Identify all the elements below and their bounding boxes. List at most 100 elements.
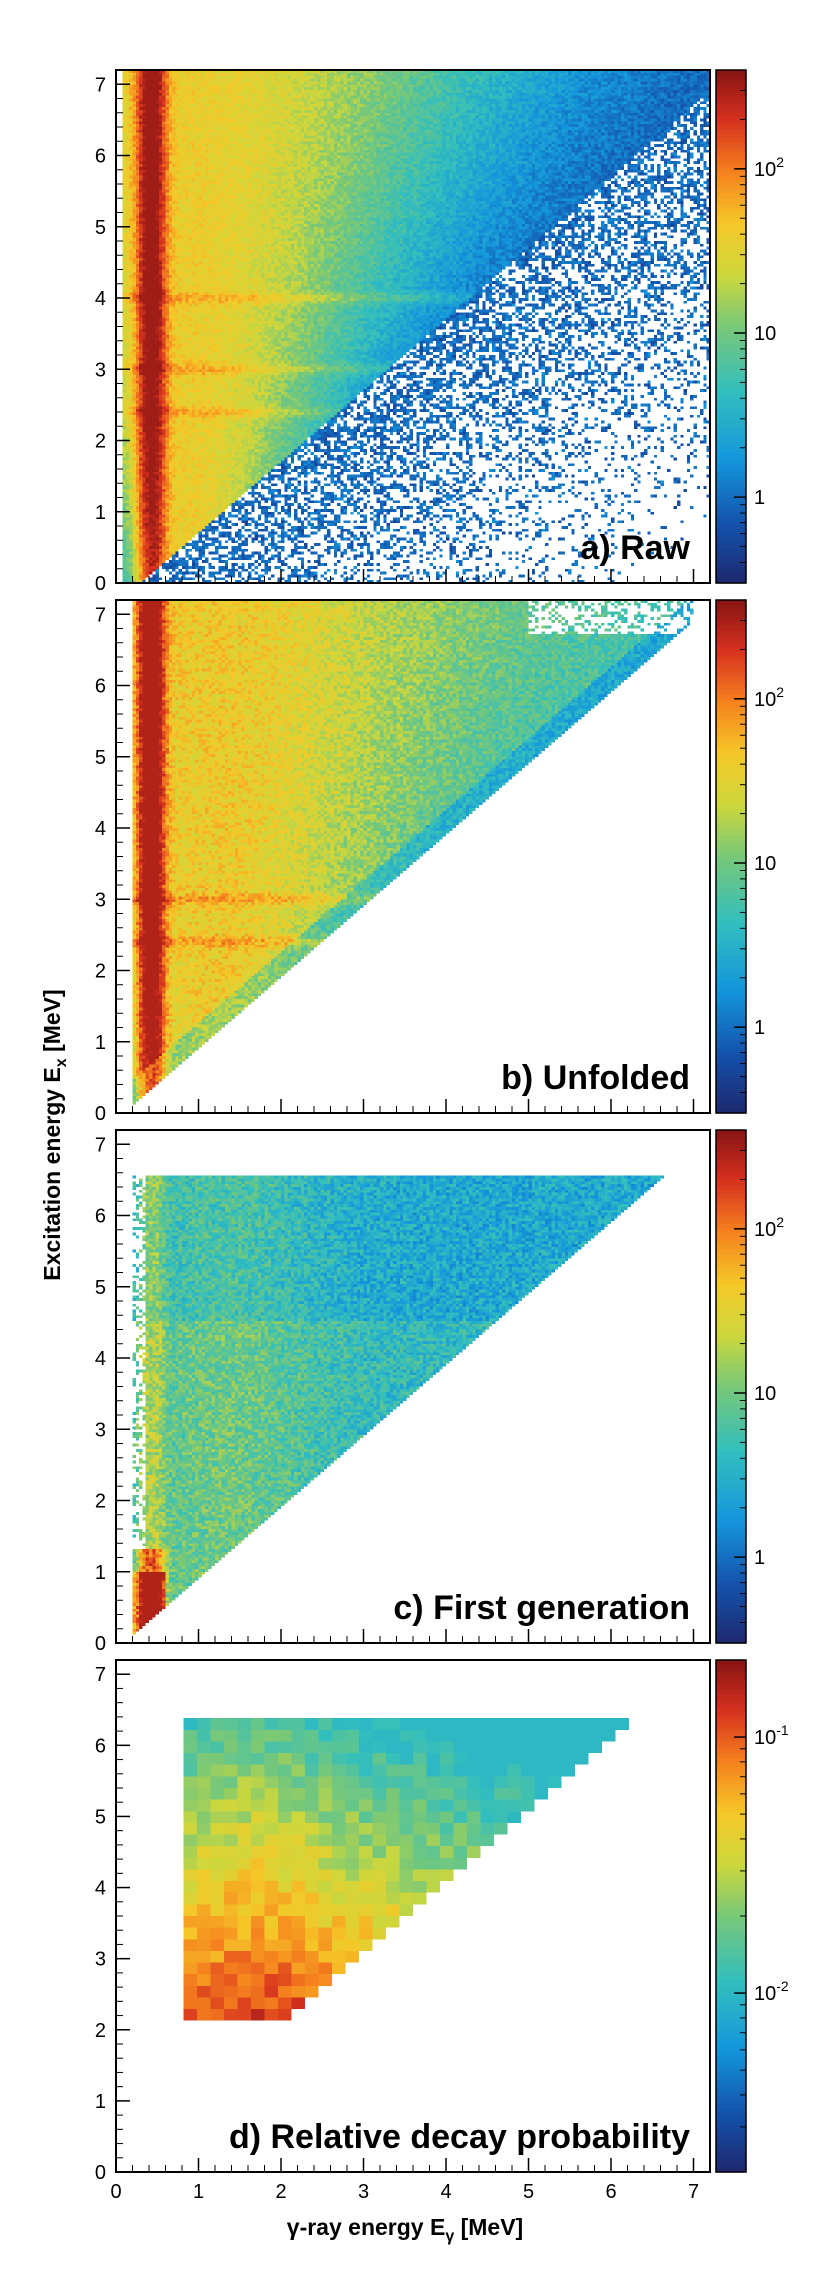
colorbar-cell — [716, 1728, 746, 1734]
colorbar-cell — [716, 1536, 746, 1541]
colorbar-tick-base: 10 — [754, 853, 776, 875]
panel-label: a) Raw — [580, 529, 690, 567]
y-tick-label: 7 — [95, 1664, 106, 1686]
colorbar-cell — [716, 1467, 746, 1473]
colorbar-cell — [716, 433, 746, 439]
colorbar-cell — [716, 313, 746, 319]
colorbar-cell — [716, 121, 746, 127]
ticks: 0 1 2 3 4 5 6 7 — [95, 69, 711, 595]
colorbar-cell — [716, 1548, 746, 1554]
colorbar-cell — [716, 531, 746, 537]
colorbar-cell — [716, 463, 746, 469]
colorbar-cell — [716, 309, 746, 315]
colorbar-cell — [716, 1241, 746, 1247]
colorbar-cell — [716, 1104, 746, 1110]
colorbar-cell — [716, 1326, 746, 1332]
x-axis-label-unit: [MeV] — [454, 2214, 523, 2240]
colorbar-cell — [716, 2065, 746, 2071]
colorbar-cell — [716, 275, 746, 281]
colorbar-cell — [716, 1476, 746, 1482]
colorbar-cell — [716, 723, 746, 729]
colorbar-cell — [716, 1390, 746, 1396]
y-tick-label: 4 — [95, 818, 106, 840]
colorbar-cell — [716, 1245, 746, 1251]
colorbar-cell — [716, 441, 746, 447]
colorbar-cell — [716, 1758, 746, 1763]
colorbar-cell — [716, 1506, 746, 1512]
colorbar-cell — [716, 2116, 746, 2122]
x-axis-label-main: γ-ray energy E — [287, 2214, 446, 2240]
colorbar-cell — [716, 339, 746, 345]
y-tick-label: 4 — [95, 288, 106, 310]
panel-d: 0 1 2 3 4 5 6 7 0 1 2 3 4 5 6 7 d) Relative decay probab… — [95, 1659, 789, 2203]
colorbar-cell — [716, 1296, 746, 1302]
colorbar-cell — [716, 1800, 746, 1806]
colorbar-cell — [716, 544, 746, 550]
colorbar-cell — [716, 429, 746, 434]
colorbar-cell — [716, 335, 746, 340]
colorbar-cell — [716, 1971, 746, 1977]
colorbar-cell — [716, 1796, 746, 1802]
colorbar-cell — [716, 2142, 746, 2147]
colorbar-cell — [716, 924, 746, 930]
colorbar-cell — [716, 360, 746, 366]
colorbar-cell — [716, 942, 746, 947]
x-tick-label: 1 — [193, 2181, 204, 2203]
x-axis-label-sub: γ — [445, 2228, 454, 2245]
colorbar-cell — [716, 1036, 746, 1041]
colorbar-cell — [716, 1480, 746, 1486]
colorbar-cell — [716, 1147, 746, 1152]
heatmap-cells — [116, 1130, 710, 1643]
colorbar-cell — [716, 1356, 746, 1362]
colorbar-cell — [716, 407, 746, 413]
colorbar-cell — [716, 394, 746, 400]
colorbar-tick-label: 102 — [754, 154, 784, 181]
colorbar-cell — [716, 1553, 746, 1559]
colorbar-cell — [716, 2154, 746, 2160]
colorbar-cell — [716, 1677, 746, 1682]
colorbar-cell — [716, 1211, 746, 1217]
colorbar-cell — [716, 1053, 746, 1059]
colorbar-cell — [716, 638, 746, 644]
colorbar-cell — [716, 1065, 746, 1071]
colorbar-cell — [716, 1604, 746, 1610]
colorbar-cell — [716, 920, 746, 926]
colorbar-cell — [716, 792, 746, 798]
colorbar-cell — [716, 535, 746, 541]
colorbar-cell — [716, 1958, 746, 1964]
colorbar-cell — [716, 1753, 746, 1759]
colorbar-cell — [716, 279, 746, 285]
y-tick-label: 1 — [95, 502, 106, 524]
colorbar-cell — [716, 860, 746, 866]
colorbar-cell — [716, 852, 746, 858]
colorbar-cell — [716, 1202, 746, 1208]
colorbar-cell — [716, 1937, 746, 1943]
colorbar-cell — [716, 283, 746, 289]
colorbar-cell — [716, 2009, 746, 2015]
colorbar-cell — [716, 1057, 746, 1063]
colorbar: 10-210-1 — [715, 1659, 789, 2173]
colorbar-cell — [716, 578, 746, 584]
colorbar-cell — [716, 1194, 746, 1199]
colorbar-cell — [716, 2129, 746, 2135]
colorbar-cell — [716, 1531, 746, 1537]
colorbar-cell — [716, 929, 746, 935]
colorbar-cell — [716, 228, 746, 234]
colorbar-cell — [716, 1403, 746, 1409]
colorbar-cell — [716, 1006, 746, 1011]
colorbar-cell — [716, 1732, 746, 1738]
colorbar-cell — [716, 305, 746, 310]
colorbar-cell — [716, 232, 746, 238]
colorbar-cell — [716, 369, 746, 375]
colorbar-cell — [716, 488, 746, 494]
colorbar-cell — [716, 2069, 746, 2075]
colorbar-cell — [716, 1817, 746, 1823]
colorbar-cell — [716, 1010, 746, 1016]
colorbar-cell — [716, 185, 746, 191]
colorbar-cell — [716, 501, 746, 507]
y-axis-label-unit: [MeV] — [39, 989, 65, 1058]
colorbar-cell — [716, 1591, 746, 1597]
colorbar-tick-base: 10 — [754, 1219, 776, 1241]
colorbar-tick-base: 10 — [754, 689, 776, 711]
